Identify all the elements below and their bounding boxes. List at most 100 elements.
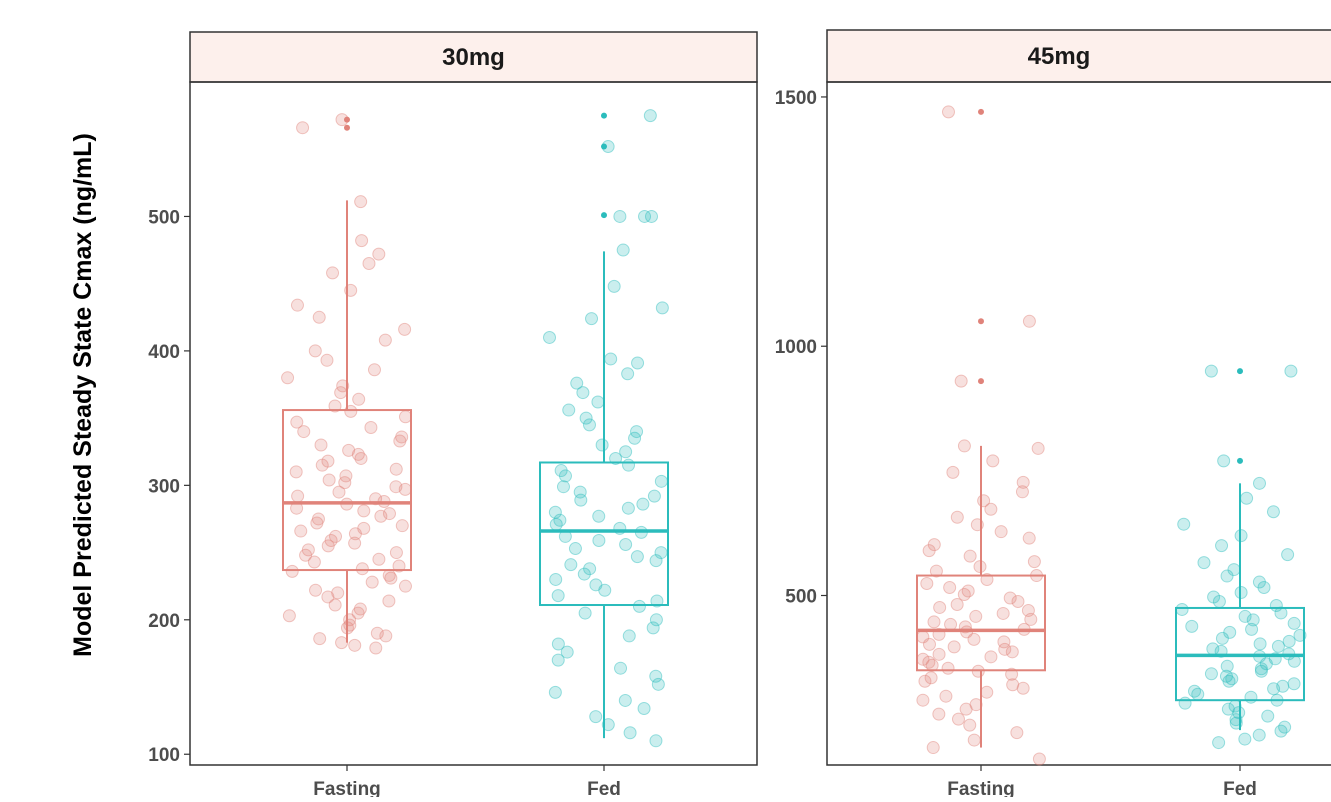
data-point [925, 658, 939, 672]
data-point [1266, 505, 1280, 519]
data-point [1245, 622, 1259, 636]
data-point [344, 404, 358, 418]
box-outlier [978, 108, 984, 115]
data-point [1188, 684, 1202, 698]
data-point [1017, 622, 1031, 636]
data-point [922, 637, 936, 651]
box-Fasting [916, 108, 1046, 748]
data-point [601, 140, 615, 154]
data-point [348, 527, 362, 541]
box-outlier [978, 378, 984, 385]
box-outlier [344, 124, 350, 131]
data-point [328, 399, 342, 413]
x-tick-label: Fasting [947, 779, 1015, 797]
data-point [357, 521, 371, 535]
data-point [998, 642, 1012, 656]
data-point [314, 438, 328, 452]
data-point [980, 685, 994, 699]
data-point [582, 418, 596, 432]
points-Fed [543, 109, 669, 748]
data-point [622, 458, 636, 472]
data-point [1015, 485, 1029, 499]
data-point [321, 539, 335, 553]
data-point [646, 621, 660, 635]
data-point [1229, 716, 1243, 730]
data-point [1252, 476, 1266, 490]
data-point [551, 589, 565, 603]
data-point [351, 606, 365, 620]
data-point [1207, 590, 1221, 604]
data-point [927, 615, 941, 629]
data-point [379, 629, 393, 643]
data-point [932, 647, 946, 661]
box-outlier [601, 212, 607, 219]
data-point [315, 458, 329, 472]
data-point [655, 301, 669, 315]
data-point [1032, 752, 1046, 766]
data-point [301, 543, 315, 557]
data-point [971, 664, 985, 678]
data-point [607, 279, 621, 293]
data-point [296, 121, 310, 135]
data-point [1006, 678, 1020, 692]
points-Fasting [916, 105, 1046, 766]
data-point [969, 698, 983, 712]
data-point [281, 371, 295, 385]
data-point [598, 583, 612, 597]
data-point [637, 702, 651, 716]
data-point [651, 677, 665, 691]
data-point [644, 209, 658, 223]
points-Fed [1175, 364, 1307, 750]
data-point [623, 726, 637, 740]
data-point [601, 718, 615, 732]
data-point [984, 502, 998, 516]
box-outlier [601, 143, 607, 150]
data-point [986, 454, 1000, 468]
data-point [1257, 581, 1271, 595]
data-point [312, 310, 326, 324]
data-point [630, 425, 644, 439]
data-point [631, 356, 645, 370]
data-point [1261, 709, 1275, 723]
data-point [351, 447, 365, 461]
data-point [638, 209, 652, 223]
data-point [1005, 667, 1019, 681]
panel-45mg: 45mg 500 1000 1500 Fasting Fed [775, 29, 1331, 800]
data-point [348, 638, 362, 652]
data-point [382, 568, 396, 582]
data-point [342, 443, 356, 457]
data-point [285, 564, 299, 578]
data-point [1232, 706, 1246, 720]
y-tick-label: 500 [785, 586, 817, 607]
data-point [322, 473, 336, 487]
data-point [932, 627, 946, 641]
data-point [1254, 662, 1268, 676]
data-point [551, 653, 565, 667]
data-point [621, 501, 635, 515]
data-point [1220, 569, 1234, 583]
data-point [918, 674, 932, 688]
data-point [558, 529, 572, 543]
data-point [372, 552, 386, 566]
data-point [549, 572, 563, 586]
data-point [389, 480, 403, 494]
data-point [969, 609, 983, 623]
data-point [1238, 609, 1252, 623]
data-point [916, 652, 930, 666]
data-point [548, 685, 562, 699]
data-point [313, 632, 327, 646]
data-point [1016, 681, 1030, 695]
data-point [389, 546, 403, 560]
data-point [957, 587, 971, 601]
data-point [963, 718, 977, 732]
data-point [614, 661, 628, 675]
y-tick-label: 1500 [775, 88, 817, 109]
data-point [616, 243, 630, 257]
data-point [947, 640, 961, 654]
data-point [1274, 724, 1288, 738]
data-point [1246, 613, 1260, 627]
data-point [395, 430, 409, 444]
data-point [339, 469, 353, 483]
y-tick-label: 1000 [775, 337, 817, 358]
